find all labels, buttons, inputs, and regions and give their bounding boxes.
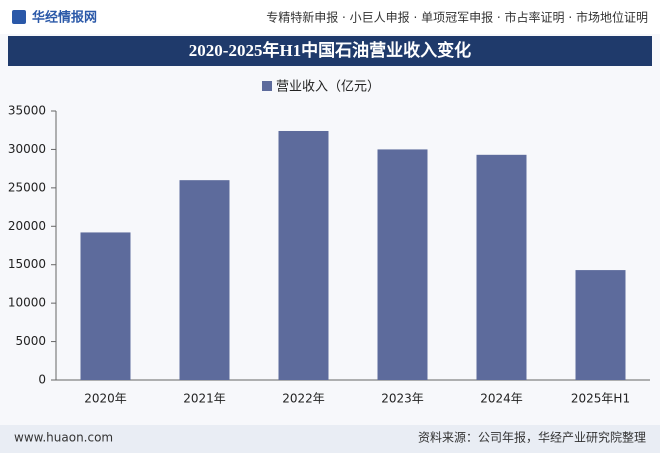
y-tick-label: 15000 bbox=[8, 257, 46, 271]
header-links[interactable]: 专精特新申报 · 小巨人申报 · 单项冠军申报 · 市占率证明 · 市场地位证明 bbox=[266, 10, 648, 25]
logo[interactable]: 华经情报网 bbox=[32, 10, 97, 26]
bar bbox=[278, 130, 329, 380]
header-bar bbox=[0, 0, 660, 34]
bar bbox=[476, 154, 527, 380]
bar bbox=[179, 180, 230, 380]
legend-label: 营业收入（亿元） bbox=[276, 80, 380, 95]
y-tick-label: 0 bbox=[38, 373, 46, 387]
x-tick-label: 2023年 bbox=[381, 392, 424, 406]
logo-icon bbox=[12, 10, 26, 24]
x-tick-label: 2020年 bbox=[84, 392, 127, 406]
y-tick-label: 20000 bbox=[8, 219, 46, 233]
y-tick-label: 10000 bbox=[8, 296, 46, 310]
y-tick-label: 25000 bbox=[8, 180, 46, 194]
y-tick-label: 5000 bbox=[15, 334, 46, 348]
x-tick-label: 2024年 bbox=[480, 392, 523, 406]
title-bar bbox=[8, 36, 652, 66]
footer-source: 资料来源：公司年报，华经产业研究院整理 bbox=[418, 430, 646, 445]
y-tick-label: 35000 bbox=[8, 104, 46, 118]
chart-title: 2020-2025年H1中国石油营业收入变化 bbox=[189, 40, 471, 60]
footer-bar bbox=[0, 425, 660, 453]
bar bbox=[377, 149, 428, 380]
y-tick-label: 30000 bbox=[8, 142, 46, 156]
bar bbox=[80, 232, 131, 380]
bar bbox=[575, 270, 626, 380]
legend-swatch bbox=[262, 81, 272, 91]
x-tick-label: 2022年 bbox=[282, 392, 325, 406]
footer-website[interactable]: www.huaon.com bbox=[14, 431, 113, 445]
x-tick-label: 2025年H1 bbox=[571, 392, 630, 406]
x-tick-label: 2021年 bbox=[183, 392, 226, 406]
